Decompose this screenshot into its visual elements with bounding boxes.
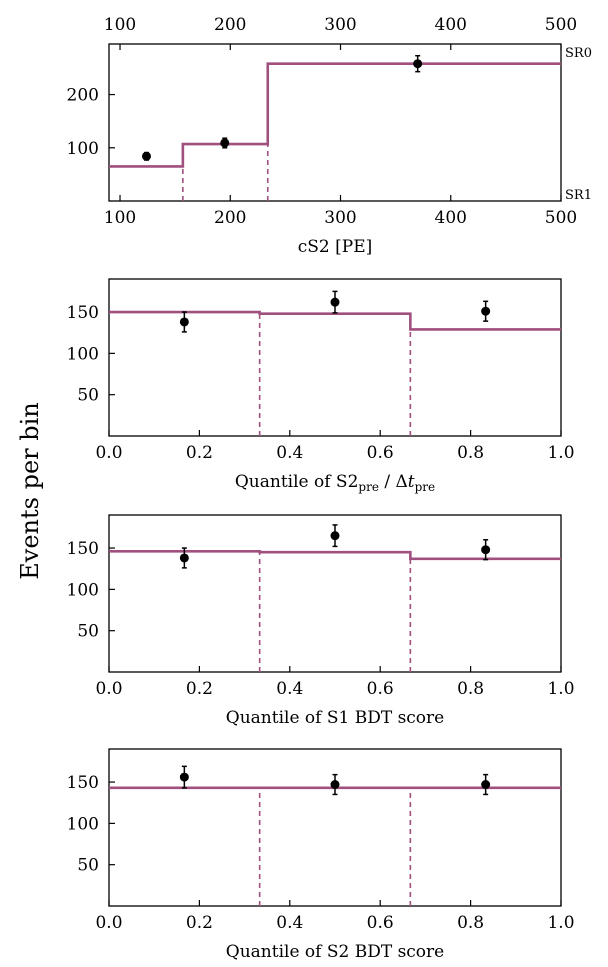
s2pre-xtick-label-4: 0.8 (457, 443, 484, 463)
cs2-top-xtick-label-3: 400 (435, 15, 467, 35)
s1bdt-ytick-label-1: 100 (67, 580, 99, 600)
s1bdt-xtick-label-3: 0.6 (367, 679, 394, 699)
s2pre-ytick-label-1: 100 (67, 344, 99, 364)
cs2-xlabel: cS2 [PE] (298, 237, 373, 257)
s2bdt-ytick-label-0: 50 (77, 856, 99, 876)
s2pre-axes-frame (108, 278, 562, 437)
s1bdt-data-point-2 (481, 545, 491, 555)
s1bdt-xlabel: Quantile of S1 BDT score (226, 708, 444, 728)
cs2-data-point-1 (220, 138, 230, 148)
s2bdt-ytick-label-2: 150 (67, 773, 99, 793)
s2pre-xtick-label-1: 0.2 (186, 443, 213, 463)
s1bdt-xtick-label-0: 0.0 (95, 679, 122, 699)
cs2-data-point-0 (141, 151, 151, 161)
s2bdt-xtick-label-2: 0.4 (276, 913, 303, 933)
s2bdt-xtick-label-4: 0.8 (457, 913, 484, 933)
s2bdt-xtick-label-3: 0.6 (367, 913, 394, 933)
s2pre-data-point-1 (330, 297, 340, 307)
s2pre-data-point-0 (179, 317, 189, 327)
y-axis-label: Events per bin (16, 402, 44, 580)
cs2-top-xtick-label-2: 300 (324, 15, 356, 35)
cs2-top-xtick-label-1: 200 (214, 15, 246, 35)
s1bdt-ytick-label-0: 50 (77, 622, 99, 642)
s2pre-xtick-label-3: 0.6 (367, 443, 394, 463)
cs2-model-step-line (109, 62, 561, 168)
s2pre-xtick-label-5: 1.0 (547, 443, 574, 463)
s2pre-data-point-2 (481, 306, 491, 316)
cs2-sr0-label: SR0 (565, 46, 592, 61)
s2bdt-axes-frame (108, 748, 562, 907)
s2bdt-ytick-label-1: 100 (67, 814, 99, 834)
s2pre-model-step-line (109, 310, 561, 331)
s2pre-xtick-label-2: 0.4 (276, 443, 303, 463)
cs2-xtick-label-2: 300 (324, 208, 356, 228)
s1bdt-xtick-label-2: 0.4 (276, 679, 303, 699)
cs2-data-point-2 (413, 59, 423, 69)
s2bdt-xtick-label-5: 1.0 (547, 913, 574, 933)
s2pre-ytick-label-0: 50 (77, 386, 99, 406)
cs2-xtick-label-1: 200 (214, 208, 246, 228)
s2bdt-xtick-label-1: 0.2 (186, 913, 213, 933)
s1bdt-axes-frame (108, 514, 562, 673)
s1bdt-data-point-1 (330, 531, 340, 541)
cs2-ytick-label-1: 200 (67, 86, 99, 106)
s2bdt-data-point-1 (330, 780, 340, 790)
s1bdt-xtick-label-5: 1.0 (547, 679, 574, 699)
s1bdt-model-step-line (109, 550, 561, 561)
s2bdt-xtick-label-0: 0.0 (95, 913, 122, 933)
s2bdt-xlabel: Quantile of S2 BDT score (226, 942, 444, 962)
cs2-top-xtick-label-0: 100 (104, 15, 136, 35)
s2pre-ytick-label-2: 150 (67, 303, 99, 323)
s1bdt-xtick-label-4: 0.8 (457, 679, 484, 699)
cs2-xtick-label-3: 400 (435, 208, 467, 228)
s2bdt-data-point-0 (179, 772, 189, 782)
cs2-xtick-label-4: 500 (545, 208, 577, 228)
s2pre-xtick-label-0: 0.0 (95, 443, 122, 463)
s1bdt-data-point-0 (179, 553, 189, 563)
cs2-xtick-label-0: 100 (104, 208, 136, 228)
s2pre-xlabel: Quantile of S2pre / Δtpre (235, 472, 435, 494)
cs2-axes-frame (108, 43, 562, 202)
cs2-ytick-label-0: 100 (67, 139, 99, 159)
s2bdt-data-point-2 (481, 780, 491, 790)
s1bdt-ytick-label-2: 150 (67, 539, 99, 559)
s1bdt-xtick-label-1: 0.2 (186, 679, 213, 699)
cs2-top-xtick-label-4: 500 (545, 15, 577, 35)
cs2-sr1-label: SR1 (565, 188, 592, 203)
